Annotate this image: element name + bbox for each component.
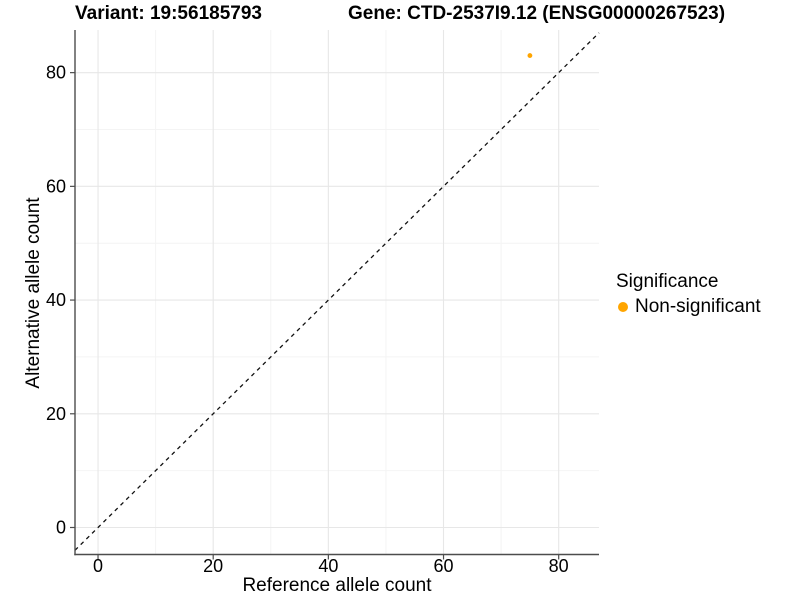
data-point — [527, 53, 533, 58]
x-tick-label: 40 — [318, 556, 338, 576]
x-tick-label: 0 — [93, 556, 103, 576]
y-tick-label: 0 — [56, 517, 66, 537]
legend-item: Non-significant — [616, 296, 761, 318]
gene-title: Gene: CTD-2537I9.12 (ENSG00000267523) — [348, 3, 726, 24]
x-tick-label: 20 — [203, 556, 223, 576]
x-tick-label: 80 — [549, 556, 569, 576]
legend-point-icon — [618, 302, 628, 312]
y-tick-label: 40 — [46, 290, 66, 310]
y-axis-title: Alternative allele count — [23, 197, 44, 389]
legend-item-label: Non-significant — [635, 296, 761, 317]
x-tick-label: 60 — [434, 556, 454, 576]
legend-title: Significance — [616, 271, 719, 292]
identity-line — [74, 32, 600, 551]
y-tick-label: 60 — [46, 176, 66, 196]
y-tick-label: 80 — [46, 63, 66, 83]
variant-title: Variant: 19:56185793 — [75, 3, 262, 24]
y-tick-label: 20 — [46, 404, 66, 424]
x-axis-title: Reference allele count — [242, 575, 432, 596]
legend: Significance Non-significant — [616, 271, 761, 318]
